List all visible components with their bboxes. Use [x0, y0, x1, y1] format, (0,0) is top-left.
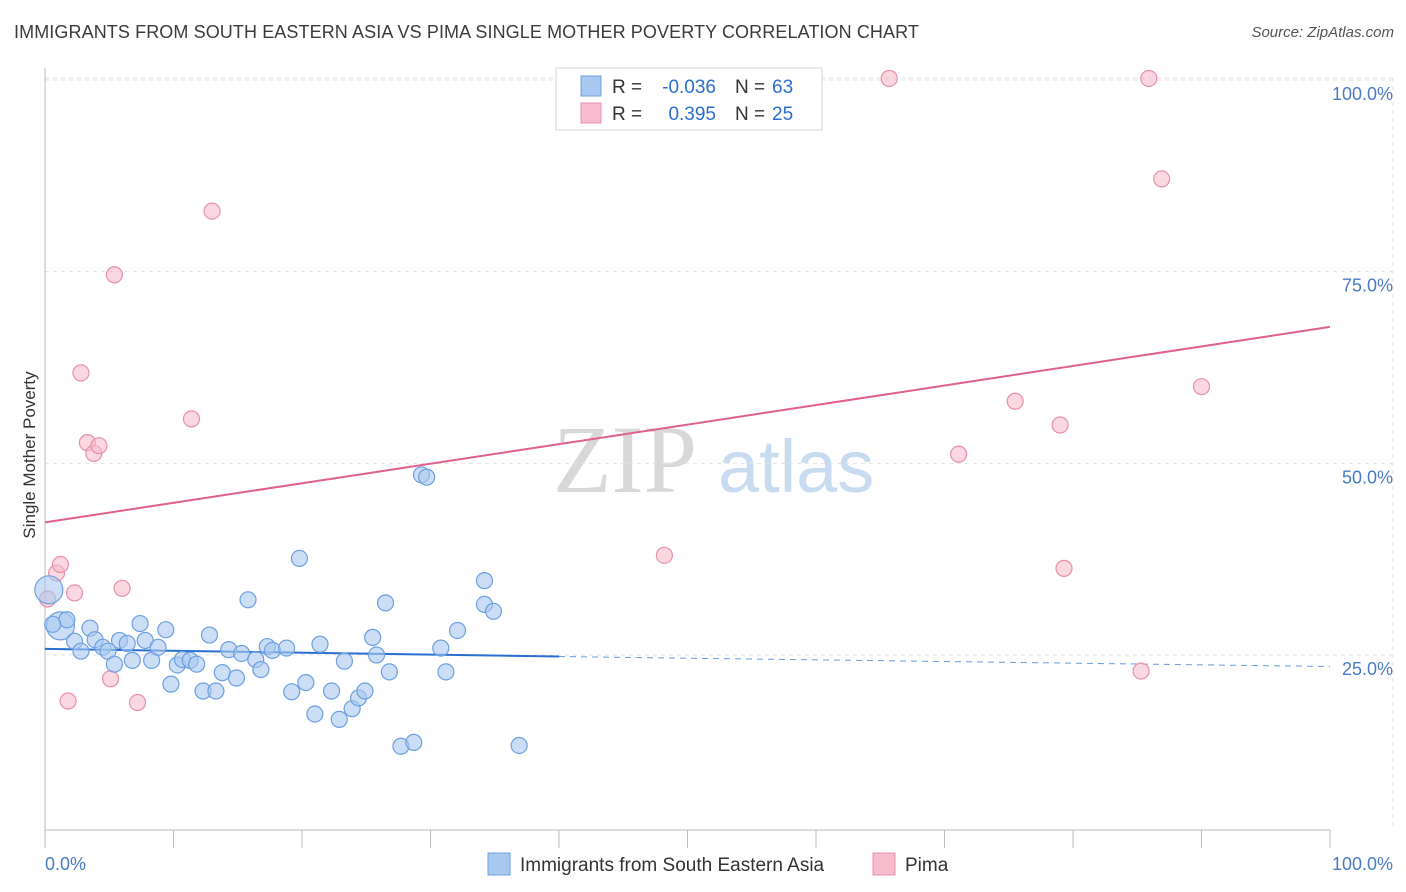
- y-tick-label: 25.0%: [1342, 659, 1393, 679]
- data-point-sea: [380, 663, 398, 681]
- y-tick-label: 100.0%: [1332, 84, 1393, 104]
- data-point-pima: [1055, 559, 1073, 577]
- legend-swatch-blue: [580, 75, 602, 97]
- data-point-sea: [239, 591, 257, 609]
- series-legend-swatch-pink: [872, 852, 896, 876]
- data-point-sea: [418, 468, 436, 486]
- data-point-pima: [182, 410, 201, 428]
- data-point-sea: [105, 655, 123, 673]
- data-point-sea: [306, 705, 324, 723]
- watermark-atlas: atlas: [718, 425, 874, 508]
- data-point-pima: [65, 584, 84, 602]
- data-point-sea: [188, 655, 206, 673]
- data-point-sea: [157, 621, 175, 639]
- data-point-sea: [277, 639, 296, 657]
- data-point-sea: [123, 651, 141, 669]
- y-tick-label: 50.0%: [1342, 467, 1393, 487]
- data-point-pima: [1051, 416, 1069, 434]
- data-point-sea: [149, 638, 167, 656]
- data-point-sea: [448, 621, 467, 640]
- data-point-sea: [367, 646, 386, 664]
- data-point-sea: [227, 669, 246, 687]
- data-point-pima: [113, 579, 131, 597]
- data-point-pima: [950, 445, 968, 463]
- axis-layer: 25.0% 50.0% 75.0% 100.0% 0.0% 100.0%: [44, 68, 1393, 874]
- data-point-sea: [233, 644, 251, 663]
- data-point-pima: [105, 266, 123, 284]
- data-point-sea: [437, 663, 455, 681]
- data-point-sea: [330, 710, 348, 729]
- data-point-sea: [290, 549, 309, 568]
- legend-n-label-2: N =: [735, 104, 765, 125]
- data-point-sea: [252, 660, 270, 679]
- data-point-sea: [484, 602, 503, 620]
- data-point-sea: [432, 639, 450, 657]
- data-point-pima: [72, 364, 90, 382]
- data-point-sea: [162, 675, 180, 693]
- data-point-pima: [655, 546, 673, 564]
- data-point-sea: [263, 641, 282, 660]
- data-point-pima: [128, 693, 147, 712]
- trendline-pink: [44, 325, 1331, 524]
- x-tick-label-min: 0.0%: [45, 854, 86, 874]
- y-tick-label: 75.0%: [1342, 276, 1393, 296]
- x-tick-label-max: 100.0%: [1332, 854, 1393, 874]
- data-point-sea: [72, 642, 90, 660]
- data-point-sea: [335, 652, 354, 670]
- data-point-sea: [118, 634, 136, 653]
- data-point-sea: [283, 683, 301, 701]
- data-point-sea: [322, 682, 341, 700]
- series-legend-label-blue: Immigrants from South Eastern Asia: [520, 855, 825, 876]
- point-layer: [34, 69, 1211, 755]
- stats-legend: R = -0.036 N = 63 R = 0.395 N = 25: [555, 67, 823, 131]
- data-point-sea: [44, 615, 62, 633]
- legend-n-value-2: 25: [772, 104, 793, 125]
- data-point-sea: [475, 572, 494, 590]
- data-point-sea: [510, 736, 528, 755]
- data-point-pima: [1192, 378, 1211, 396]
- data-point-sea: [131, 614, 149, 633]
- legend-swatch-pink: [580, 102, 602, 124]
- data-point-sea: [311, 635, 329, 653]
- trendline-blue-dashed: [558, 656, 1331, 667]
- series-legend-swatch-blue: [487, 852, 511, 876]
- y-axis-label: Single Mother Poverty: [20, 371, 39, 539]
- series-legend-label-pink: Pima: [905, 855, 949, 876]
- chart-source: Source: ZipAtlas.com: [1251, 24, 1394, 41]
- data-point-pima: [101, 670, 120, 688]
- legend-r-label-2: R =: [612, 104, 642, 125]
- data-point-pima: [1153, 170, 1171, 188]
- data-point-pima: [203, 202, 221, 220]
- data-point-sea: [376, 594, 395, 612]
- data-point-pima: [59, 692, 77, 710]
- data-point-pima: [1140, 69, 1158, 88]
- data-point-pima: [1006, 392, 1024, 410]
- data-point-sea: [207, 682, 225, 700]
- legend-r-value-2: 0.395: [668, 104, 716, 125]
- data-point-sea: [34, 575, 64, 605]
- data-point-pima: [1132, 662, 1150, 680]
- data-point-sea: [297, 673, 315, 692]
- data-point-pima: [51, 555, 70, 574]
- legend-r-value-1: -0.036: [662, 77, 716, 98]
- watermark-zip: ZIP: [553, 406, 697, 513]
- data-point-pima: [880, 69, 898, 88]
- chart-title: IMMIGRANTS FROM SOUTH EASTERN ASIA VS PI…: [14, 22, 920, 42]
- legend-r-label-1: R =: [612, 77, 642, 98]
- data-point-sea: [200, 626, 219, 644]
- legend-n-value-1: 63: [772, 77, 793, 98]
- legend-n-label-1: N =: [735, 77, 765, 98]
- data-point-pima: [90, 437, 108, 455]
- data-point-sea: [364, 628, 382, 646]
- data-point-sea: [356, 682, 374, 700]
- data-point-sea: [405, 733, 423, 752]
- series-legend: Immigrants from South Eastern Asia Pima: [487, 852, 949, 876]
